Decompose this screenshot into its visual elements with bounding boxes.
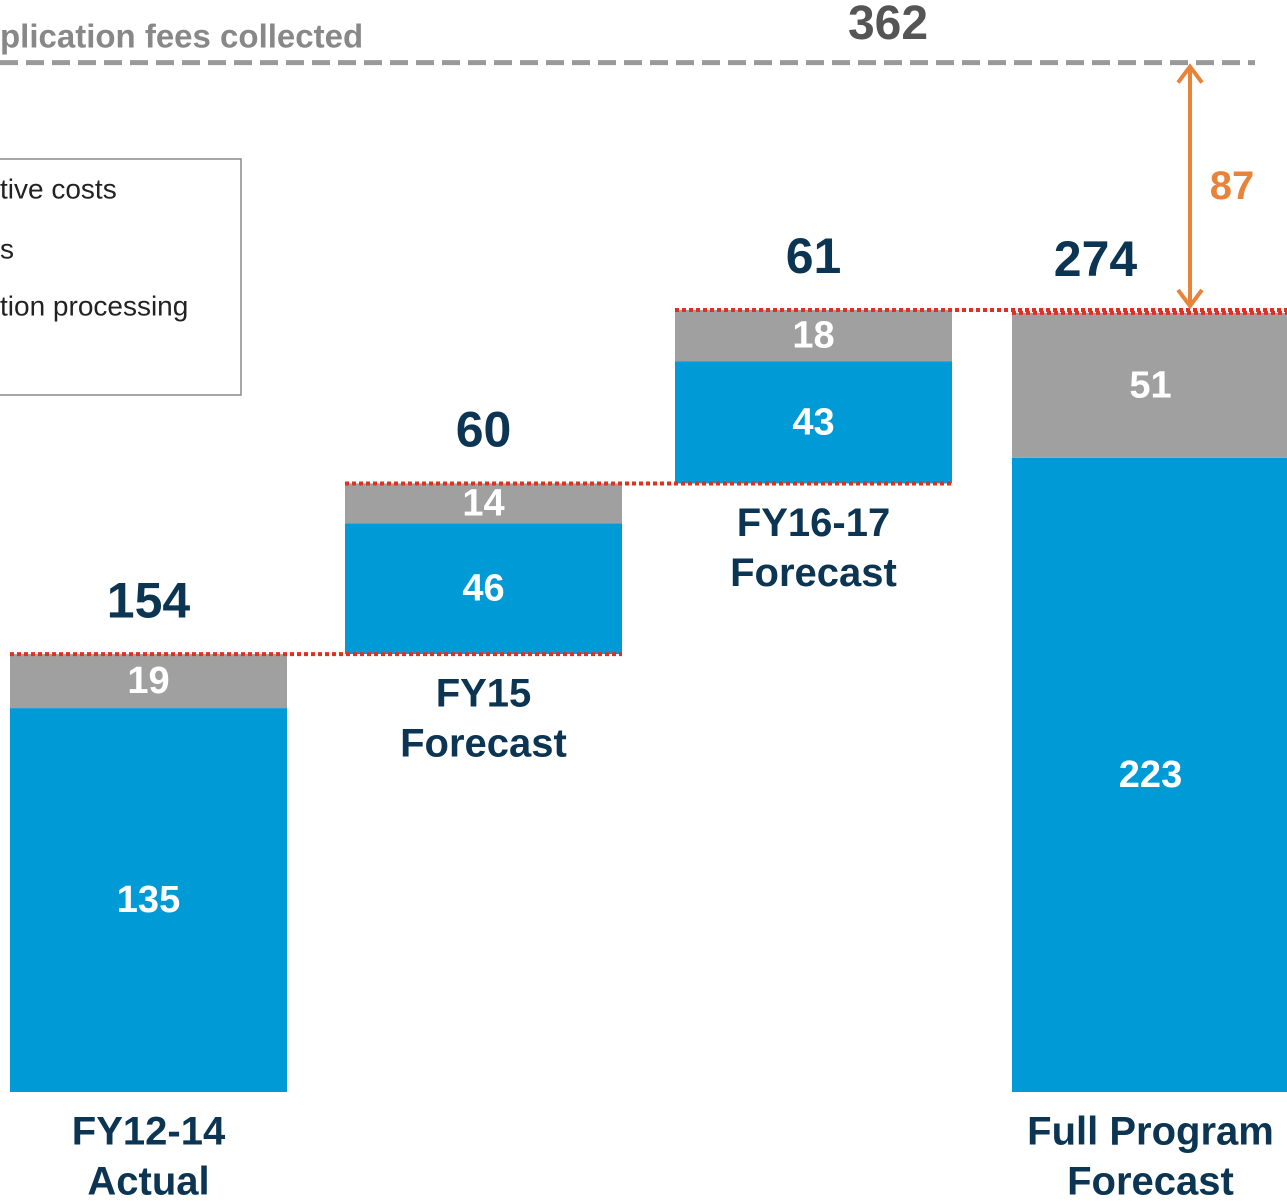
legend-label: tive costs xyxy=(0,173,117,204)
bar-segment xyxy=(675,309,952,362)
bar-segment xyxy=(675,361,952,484)
segment-label: 43 xyxy=(792,401,834,443)
gap-label: 87 xyxy=(1210,164,1255,208)
bar-segment xyxy=(1012,312,1287,458)
arrow-head xyxy=(1176,63,1204,84)
reference-value: 362 xyxy=(848,0,928,50)
segment-label: 223 xyxy=(1119,754,1182,796)
reference-label: plication fees collected xyxy=(0,17,363,54)
category-label: Forecast xyxy=(730,551,897,595)
arrow-head xyxy=(1176,288,1204,310)
total-label: 154 xyxy=(107,572,191,628)
legend-box xyxy=(0,158,242,396)
category-label: FY12-14 xyxy=(72,1110,226,1154)
total-label: 60 xyxy=(456,402,512,458)
total-label: 61 xyxy=(786,228,842,284)
segment-label: 18 xyxy=(792,315,834,357)
segment-label: 135 xyxy=(117,879,180,921)
bar-segment xyxy=(345,483,622,524)
bar-segment xyxy=(10,708,287,1092)
category-label: FY15 xyxy=(436,672,532,716)
bar-segment xyxy=(10,654,287,709)
legend-label: tion processing xyxy=(0,290,188,321)
category-label: Actual xyxy=(87,1160,209,1201)
bar-segment xyxy=(1012,457,1287,1092)
segment-label: 19 xyxy=(127,660,169,702)
total-label: 274 xyxy=(1054,231,1138,287)
category-label: Forecast xyxy=(400,722,567,766)
category-label: Forecast xyxy=(1067,1160,1234,1201)
segment-label: 14 xyxy=(462,482,504,524)
segment-label: 46 xyxy=(462,568,504,610)
segment-label: 51 xyxy=(1129,364,1171,406)
legend-label: s xyxy=(0,233,14,264)
category-label: FY16-17 xyxy=(737,501,890,545)
bar-segment xyxy=(345,523,622,655)
category-label: Full Program xyxy=(1027,1110,1274,1154)
